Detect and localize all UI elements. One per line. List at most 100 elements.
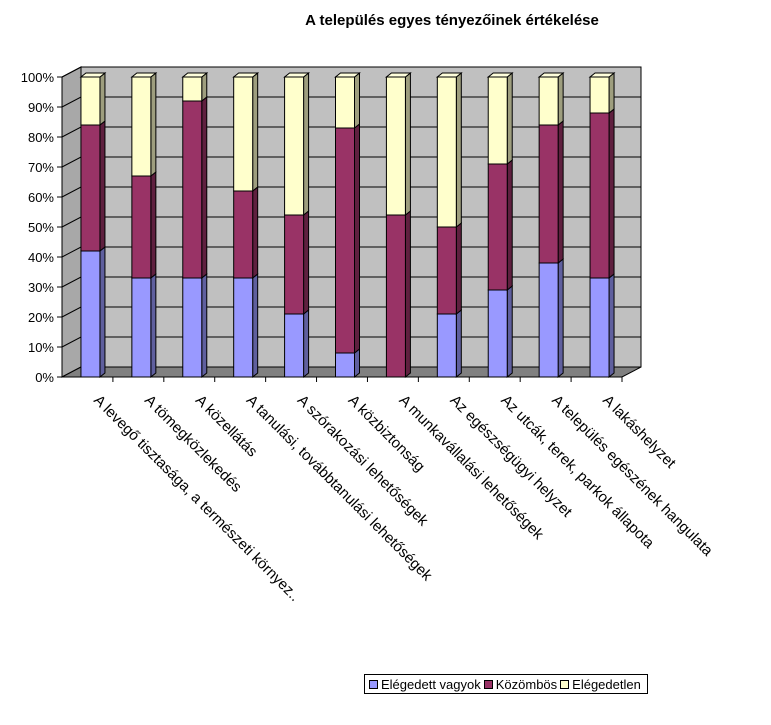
bar-segment <box>182 76 203 102</box>
bar-segment <box>436 76 457 228</box>
legend-swatch <box>483 679 493 689</box>
bar-side <box>303 209 310 316</box>
bar-segment <box>335 352 355 378</box>
bar-segment <box>80 124 101 252</box>
bar-segment <box>182 100 203 279</box>
bar-side <box>150 272 157 379</box>
y-tick-label: 0% <box>35 370 54 385</box>
y-tick-label: 70% <box>28 160 54 175</box>
bar-side <box>506 71 513 166</box>
y-tick-label: 60% <box>28 190 54 205</box>
bar-top <box>181 72 209 78</box>
bar-side <box>404 71 411 217</box>
bar-segment <box>182 277 203 378</box>
y-tick-label: 50% <box>28 220 54 235</box>
bar-segment <box>385 214 406 378</box>
bar-side <box>252 71 259 193</box>
bar-top <box>537 72 565 78</box>
bar-side <box>99 119 106 253</box>
bar-segment <box>436 226 457 315</box>
bar-side <box>150 170 157 280</box>
y-tick-label: 100% <box>21 70 55 85</box>
bar-side <box>506 158 513 292</box>
bar-segment <box>589 277 610 378</box>
bar-segment <box>487 289 508 378</box>
bar-segment <box>538 124 559 264</box>
bar-segment <box>385 76 406 216</box>
legend-label: Közömbös <box>495 676 558 692</box>
bar-segment <box>233 277 254 378</box>
bar-top <box>435 72 463 78</box>
bar-side <box>354 71 360 130</box>
bar-side <box>557 119 564 265</box>
bar-side <box>354 347 360 379</box>
gridline <box>61 66 641 78</box>
bar-top <box>334 72 361 78</box>
bar-side <box>455 221 462 316</box>
bar-segment <box>233 76 254 192</box>
bar-side <box>252 272 259 379</box>
legend-item: Elégedett vagyok <box>369 677 481 692</box>
bar-segment <box>538 262 559 378</box>
bar-side <box>99 71 106 127</box>
y-tick-label: 10% <box>28 340 54 355</box>
bar-segment <box>233 190 254 279</box>
bar-side <box>354 122 360 355</box>
bar-side <box>201 95 208 280</box>
bar-segment <box>284 214 305 315</box>
bar-top <box>588 72 616 78</box>
y-tick-label: 90% <box>28 100 54 115</box>
legend-label: Elégedetlen <box>572 676 641 692</box>
bar-segment <box>284 313 305 378</box>
bar-side <box>252 185 259 280</box>
bar-segment <box>589 76 610 114</box>
legend-swatch <box>560 679 570 689</box>
chart-title: A település egyes tényezőinek értékelése <box>305 12 599 29</box>
bar-segment <box>436 313 457 378</box>
bar-top <box>384 72 412 78</box>
y-tick-label: 20% <box>28 310 54 325</box>
bar-top <box>130 72 158 78</box>
x-tick-label: A tanulási, továbbtanulási lehetőségek <box>243 392 436 585</box>
y-tick-label: 40% <box>28 250 54 265</box>
bar-side <box>455 308 462 379</box>
bar-side <box>608 272 615 379</box>
legend-label: Elégedett vagyok <box>381 676 481 692</box>
bar-side <box>557 71 564 127</box>
bar-side <box>201 272 208 379</box>
bar-side <box>404 209 411 379</box>
bar-side <box>506 284 513 379</box>
bar-segment <box>487 163 508 291</box>
bar-side <box>150 71 157 178</box>
legend-item: Közömbös <box>483 676 558 692</box>
bar-side <box>201 71 208 103</box>
bar-side <box>608 107 615 280</box>
bar-segment <box>284 76 305 216</box>
bar-segment <box>80 250 101 378</box>
bar-top <box>283 72 311 78</box>
bar-side <box>99 245 106 379</box>
x-tick-label: A tömegközlekedés <box>141 392 245 496</box>
bar-top <box>232 72 260 78</box>
legend-item: Elégedetlen <box>560 677 641 692</box>
bar-side <box>557 257 564 379</box>
bar-segment <box>335 127 355 354</box>
bar-segment <box>335 76 355 129</box>
y-tick-label: 30% <box>28 280 54 295</box>
bar-segment <box>589 112 610 279</box>
bar-segment <box>131 277 152 378</box>
bar-segment <box>131 175 152 279</box>
bar-top <box>79 72 107 78</box>
bar-side <box>303 308 310 379</box>
bar-segment <box>487 76 508 165</box>
bar-side <box>608 71 615 115</box>
bar-side <box>455 71 462 229</box>
bar-segment <box>538 76 559 126</box>
bar-segment <box>80 76 101 126</box>
legend: Elégedett vagyok Közömbös Elégedetlen <box>364 674 648 694</box>
bar-top <box>486 72 514 78</box>
y-tick-label: 80% <box>28 130 54 145</box>
bar-segment <box>131 76 152 177</box>
